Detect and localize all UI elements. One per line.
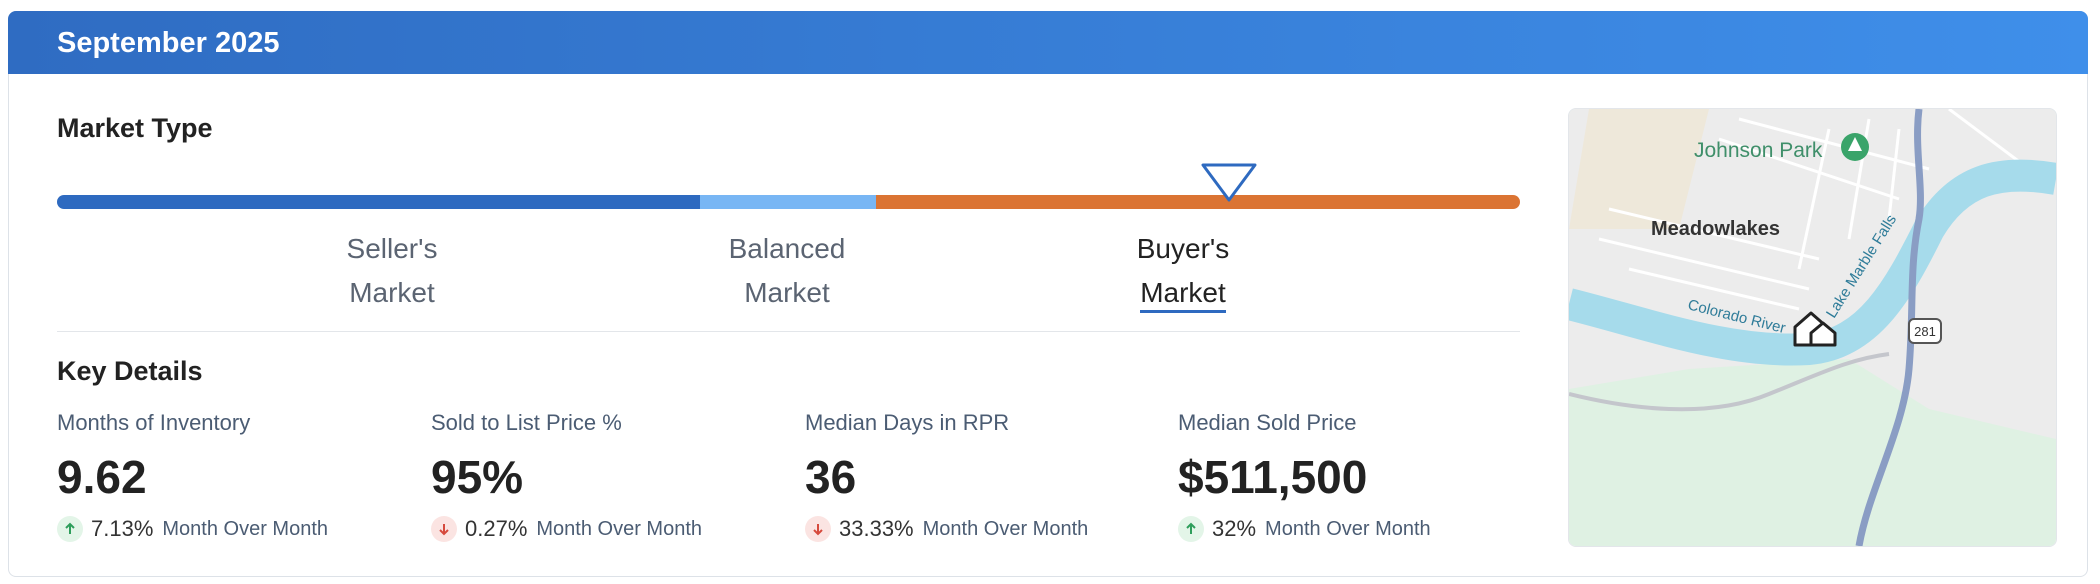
metric-change: 32% Month Over Month <box>1178 516 1548 542</box>
divider <box>57 331 1520 332</box>
market-label-line: Market <box>272 271 512 315</box>
change-icon <box>1178 516 1204 542</box>
market-label-line: Market <box>667 271 907 315</box>
metric-value: 36 <box>805 451 857 503</box>
market-marker <box>1201 163 1257 202</box>
change-value: 0.27% <box>465 516 528 541</box>
change-period: Month Over Month <box>1265 517 1431 540</box>
seller-segment <box>57 195 717 209</box>
metric-value: 95% <box>431 451 524 503</box>
change-period: Month Over Month <box>536 517 703 540</box>
metric-change: 7.13% Month Over Month <box>57 516 427 542</box>
change-icon <box>57 516 83 542</box>
market-label-line: Seller's <box>346 233 438 264</box>
change-value: 32% <box>1212 516 1257 541</box>
map-label: Meadowlakes <box>1651 218 1780 240</box>
metric-value: $511,500 <box>1178 451 1368 503</box>
metric-change: 0.27% Month Over Month <box>431 516 801 542</box>
market-label-line: Market <box>1140 277 1226 313</box>
market-label-line: Balanced <box>728 233 846 264</box>
metric: Median Sold Price $511,500 32% Month Over M… <box>1178 410 1548 542</box>
section-title: Key Details <box>57 356 203 386</box>
metric-label: Sold to List Price % <box>431 410 622 435</box>
buyer-segment <box>876 195 1520 209</box>
market-label: Balanced Market <box>667 227 907 315</box>
balanced-segment <box>700 195 876 209</box>
change-period: Month Over Month <box>922 517 1089 540</box>
market-label-line: Market <box>1063 271 1303 315</box>
market-label-line: Buyer's <box>1136 233 1230 264</box>
change-value: 33.33% <box>839 516 914 541</box>
market-label-line: Market <box>744 277 830 308</box>
change-value: 7.13% <box>91 516 154 541</box>
map-label: Johnson Park <box>1694 139 1823 162</box>
metric-label: Median Sold Price <box>1178 410 1357 435</box>
metric-label: Median Days in RPR <box>805 410 1010 435</box>
section-title: Market Type <box>57 113 213 143</box>
metric-label: Months of Inventory <box>57 410 251 435</box>
header-title: September 2025 <box>57 27 280 59</box>
metric: Median Days in RPR 36 33.33% Month Over Mon… <box>805 410 1175 542</box>
metric-change: 33.33% Month Over Month <box>805 516 1175 542</box>
market-label: Buyer's Market <box>1063 227 1303 315</box>
header: September 2025 <box>8 11 2088 74</box>
market-label-line: Market <box>349 277 435 308</box>
change-icon <box>431 516 457 542</box>
change-period: Month Over Month <box>162 517 329 540</box>
metric: Sold to List Price % 95% 0.27% Month Over M… <box>431 410 801 542</box>
map-label: 281 <box>1914 324 1936 339</box>
change-icon <box>805 516 831 542</box>
metric-value: 9.62 <box>57 451 147 503</box>
market-label: Seller's Market <box>272 227 512 315</box>
metric: Months of Inventory 9.62 7.13% Month Over M… <box>57 410 427 542</box>
map-graphic: Johnson Park Meadowlakes Colorado River … <box>1569 109 2056 546</box>
map: Johnson Park Meadowlakes Colorado River … <box>1568 108 2057 547</box>
